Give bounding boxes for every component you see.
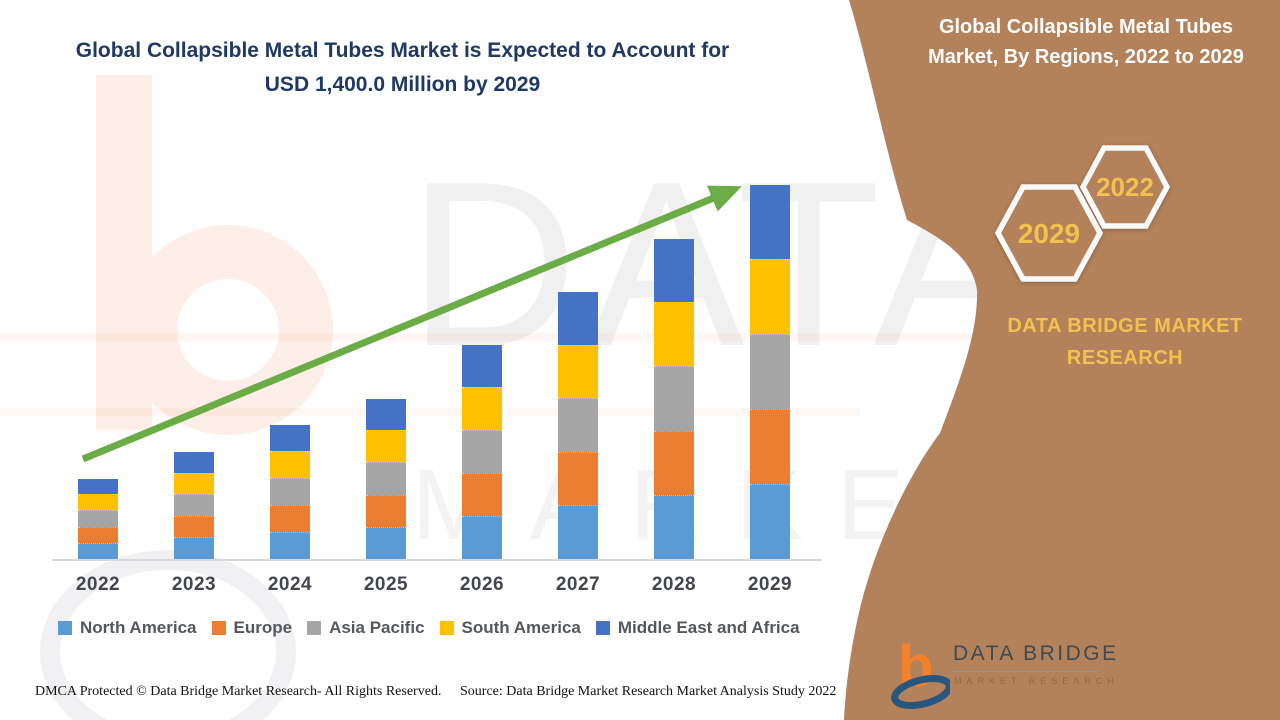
bar-segment-south-america (78, 494, 118, 511)
x-axis-line (52, 559, 822, 561)
x-axis-label-2026: 2026 (459, 574, 505, 595)
x-axis-label-2028: 2028 (651, 574, 697, 595)
bar-segment-asia-pacific (78, 510, 118, 527)
bar-segment-asia-pacific (366, 462, 406, 495)
bar-segment-europe (366, 494, 406, 527)
bar-segment-north-america (558, 505, 598, 559)
legend-label: Asia Pacific (329, 618, 425, 637)
page-title-line2: USD 1,400.0 Million by 2029 (264, 73, 541, 96)
source-footer-text: Source: Data Bridge Market Research Mark… (460, 684, 837, 699)
bar-segment-europe (78, 526, 118, 543)
bar-segment-south-america (174, 472, 214, 495)
page-title-line1: Global Collapsible Metal Tubes Market is… (75, 39, 730, 62)
legend-swatch (595, 621, 610, 635)
legend-label: Middle East and Africa (617, 618, 800, 637)
legend-item-middle-east-and-africa: Middle East and Africa (595, 618, 800, 638)
bar-segment-europe (270, 505, 310, 532)
x-axis-label-2029: 2029 (747, 574, 793, 595)
bar-segment-north-america (366, 526, 406, 560)
hexagon-2022 (1079, 145, 1171, 229)
bar-segment-north-america (462, 516, 502, 559)
bar-segment-middle-east-and-africa (750, 185, 790, 259)
bar-2029 (750, 185, 790, 559)
x-axis-label-2025: 2025 (363, 574, 409, 595)
sidebar-background (844, 0, 1280, 720)
bar-segment-asia-pacific (750, 334, 790, 409)
bar-segment-north-america (750, 484, 790, 559)
legend-item-south-america: South America (439, 618, 581, 638)
legend-swatch (439, 621, 454, 635)
page-title: Global Collapsible Metal Tubes Market is… (30, 34, 775, 102)
bar-segment-europe (750, 409, 790, 484)
bar-segment-asia-pacific (270, 478, 310, 505)
legend-swatch (307, 621, 322, 635)
x-axis-label-2027: 2027 (555, 574, 601, 595)
hexagon-2029-label: 2029 (1018, 218, 1080, 249)
hexagon-2029 (994, 184, 1104, 282)
bar-segment-south-america (750, 259, 790, 334)
hexagon-2022-label: 2022 (1096, 172, 1154, 202)
bar-segment-europe (174, 515, 214, 538)
legend-label: South America (461, 618, 581, 637)
bar-segment-asia-pacific (174, 494, 214, 516)
bar-segment-north-america (654, 494, 694, 560)
bar-segment-europe (462, 473, 502, 516)
bar-segment-middle-east-and-africa (78, 479, 118, 495)
legend-item-asia-pacific: Asia Pacific (307, 618, 425, 638)
